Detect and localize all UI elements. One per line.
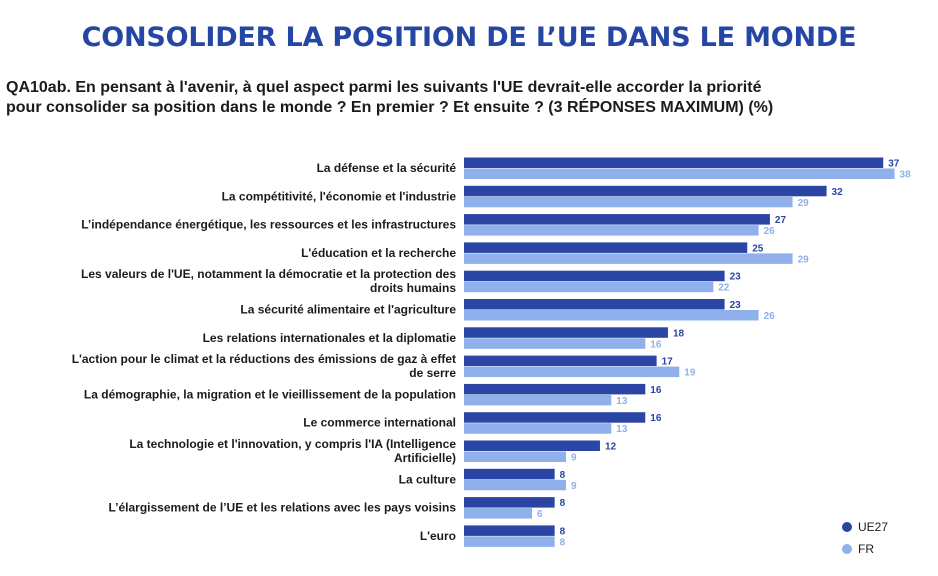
value-label-fr: 26 (764, 311, 776, 322)
category-label: L’élargissement de l’UE et les relations… (108, 501, 456, 515)
category-label: La démographie, la migration et le vieil… (84, 387, 456, 401)
bar-ue27 (464, 383, 646, 395)
value-label-ue27: 8 (560, 498, 566, 509)
bar-ue27 (464, 525, 555, 536)
category-label-line: L’élargissement de l’UE et les relations… (108, 501, 456, 515)
category-label-line: Artificielle) (394, 451, 456, 465)
value-label-fr: 8 (560, 537, 566, 548)
category-label-line: Les relations internationales et la dipl… (203, 331, 457, 345)
legend-item-ue27: UE27 (842, 516, 888, 538)
category-label: Les relations internationales et la dipl… (203, 331, 457, 345)
bar-ue27 (464, 299, 725, 310)
value-label-ue27: 23 (730, 272, 742, 283)
bar-fr (464, 451, 566, 462)
value-label-ue27: 37 (888, 159, 900, 170)
value-label-ue27: 32 (832, 187, 844, 198)
category-label: L'action pour le climat et la réductions… (72, 352, 457, 380)
value-label-ue27: 8 (560, 526, 566, 537)
value-label-fr: 16 (650, 339, 662, 350)
bar-ue27 (464, 327, 668, 338)
bar-ue27 (464, 468, 555, 480)
category-label-line: L'euro (420, 529, 456, 543)
category-label: La défense et la sécurité (317, 161, 457, 175)
bar-ue27 (464, 270, 725, 282)
legend: UE27 FR (842, 516, 888, 560)
value-label-ue27: 18 (673, 328, 685, 339)
bar-ue27 (464, 412, 646, 423)
category-label: Les valeurs de l'UE, notamment la démocr… (81, 267, 456, 295)
value-label-fr: 22 (718, 283, 730, 294)
bar-fr (464, 196, 793, 208)
category-label: La compétitivité, l'économie et l'indust… (222, 189, 457, 203)
bar-fr (464, 168, 895, 179)
category-label-line: La compétitivité, l'économie et l'indust… (222, 189, 457, 203)
bar-fr (464, 281, 714, 293)
category-label: L’indépendance énergétique, les ressourc… (81, 218, 456, 232)
category-label: L'euro (420, 529, 456, 543)
legend-label-fr: FR (858, 542, 874, 556)
category-label-line: L'action pour le climat et la réductions… (72, 352, 456, 366)
bar-fr (464, 253, 793, 264)
value-label-ue27: 25 (752, 243, 764, 254)
value-label-fr: 9 (571, 453, 577, 464)
bar-fr (464, 423, 612, 434)
category-label-line: Les valeurs de l'UE, notamment la démocr… (81, 267, 456, 281)
bar-ue27 (464, 440, 600, 451)
value-label-ue27: 12 (605, 442, 617, 453)
category-label: L'éducation et la recherche (301, 246, 456, 260)
bar-fr (464, 338, 646, 349)
legend-label-ue27: UE27 (858, 520, 889, 534)
category-label-line: droits humains (370, 281, 456, 295)
bar-ue27 (464, 185, 827, 197)
value-label-ue27: 8 (560, 470, 566, 481)
value-label-ue27: 17 (662, 357, 674, 368)
legend-swatch-fr (842, 544, 852, 554)
page-title: CONSOLIDER LA POSITION DE L’UE DANS LE M… (81, 22, 857, 53)
bar-ue27 (464, 497, 555, 508)
question-line-1: QA10ab. En pensant à l'avenir, à quel as… (6, 79, 762, 96)
bar-ue27 (464, 355, 657, 367)
question-text: QA10ab. En pensant à l'avenir, à quel as… (6, 78, 886, 118)
category-label-line: L’indépendance énergétique, les ressourc… (81, 218, 456, 232)
bar-fr (464, 310, 759, 321)
value-label-fr: 13 (616, 424, 628, 435)
value-label-fr: 38 (900, 170, 912, 181)
category-label-line: La défense et la sécurité (317, 161, 457, 175)
bar-fr (464, 479, 566, 491)
category-label-line: La technologie et l'innovation, y compri… (129, 437, 456, 451)
question-line-2: pour consolider sa position dans le mond… (6, 99, 774, 116)
bar-ue27 (464, 242, 748, 253)
category-label: La culture (399, 472, 457, 486)
category-label-line: L'éducation et la recherche (301, 246, 456, 260)
value-label-ue27: 16 (650, 413, 662, 424)
value-label-ue27: 27 (775, 215, 787, 226)
category-label-line: La démographie, la migration et le vieil… (84, 387, 456, 401)
value-label-ue27: 23 (730, 300, 742, 311)
value-label-fr: 29 (798, 198, 810, 209)
category-label: La technologie et l'innovation, y compri… (129, 437, 456, 465)
value-label-ue27: 16 (650, 385, 662, 396)
value-label-fr: 13 (616, 396, 628, 407)
category-label-line: Le commerce international (303, 416, 456, 430)
category-label: Le commerce international (303, 416, 456, 430)
bar-fr (464, 225, 759, 236)
value-label-fr: 19 (684, 368, 696, 379)
bar-fr (464, 508, 532, 519)
bar-fr (464, 536, 555, 547)
value-label-fr: 9 (571, 481, 577, 492)
category-label-line: de serre (409, 366, 456, 380)
bar-fr (464, 366, 680, 378)
value-label-fr: 6 (537, 509, 543, 520)
value-label-fr: 26 (764, 226, 776, 237)
category-label-line: La culture (399, 472, 457, 486)
bar-fr (464, 394, 612, 406)
legend-swatch-ue27 (842, 522, 852, 532)
category-label: La sécurité alimentaire et l'agriculture (240, 303, 456, 317)
bar-ue27 (464, 157, 884, 168)
value-label-fr: 29 (798, 254, 810, 265)
bar-ue27 (464, 214, 770, 225)
category-label-line: La sécurité alimentaire et l'agriculture (240, 303, 456, 317)
legend-item-fr: FR (842, 538, 888, 560)
